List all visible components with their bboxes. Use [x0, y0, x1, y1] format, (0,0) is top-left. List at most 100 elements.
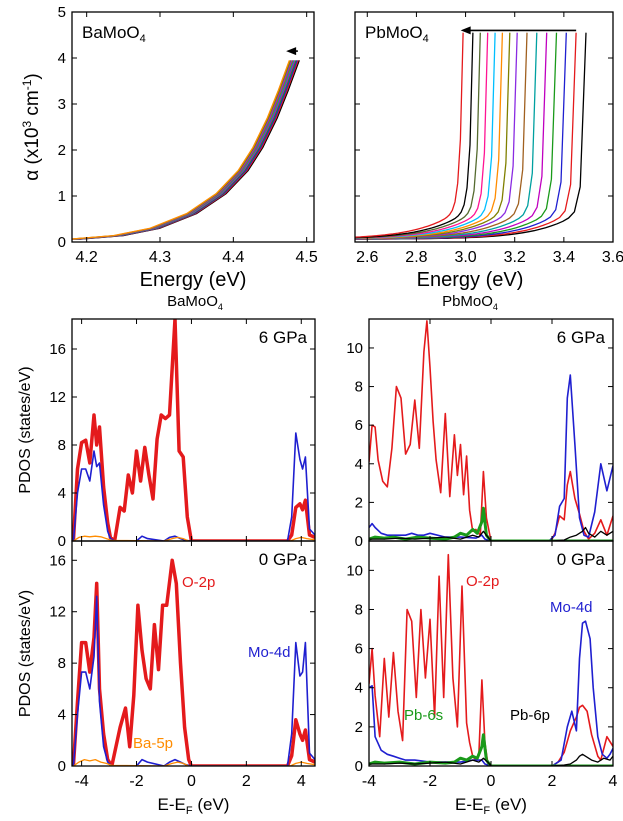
x-tick-ba-abs-label: 4.4: [222, 249, 244, 266]
y-tick-pb-0gpa-label: 6: [355, 641, 363, 658]
y-tick-ba-6gpa-label: 4: [58, 485, 66, 502]
absorption-curve-pb: [355, 32, 504, 240]
absorption-curve-pb: [355, 32, 464, 238]
x-tick-pb-abs-label: 2.6: [356, 249, 378, 266]
pdos-mo-4d-curve: [72, 432, 315, 541]
x-tick-ba-0gpa-label: 0: [187, 773, 196, 790]
y-tick-pb-0gpa-label: 10: [346, 562, 363, 579]
absorption-curve-ba: [77, 60, 298, 240]
y-tick-ba-abs-label: 0: [58, 234, 66, 251]
pdos-mo-4d-curve: [369, 620, 613, 766]
absorption-curve-pb: [355, 32, 548, 240]
absorption-curve-ba: [72, 60, 291, 240]
y-tick-ba-abs-label: 3: [58, 96, 66, 113]
pdos-o-2p-curve: [369, 320, 613, 541]
absorption-curve-pb: [355, 32, 538, 240]
title-pb-pdos: PbMoO4: [442, 293, 498, 312]
x-tick-ba-abs-label: 4.3: [149, 249, 171, 266]
title-ba-pdos: BaMoO4: [167, 293, 223, 312]
pressure-label-ba-6gpa: 6 GPa: [259, 328, 308, 347]
absorption-curve-ba: [75, 60, 297, 240]
plot-frame-pb-6gpa: [368, 318, 614, 542]
y-tick-pb-0gpa-label: 2: [355, 719, 363, 736]
y-axis-label-absorption: α (x103 cm-1): [20, 73, 43, 181]
x-tick-pb-0gpa-label: 2: [548, 773, 557, 790]
x-tick-ba-0gpa-label: 2: [242, 773, 251, 790]
y-tick-pb-6gpa-label: 10: [346, 340, 363, 357]
pressure-label-ba-0gpa: 0 GPa: [259, 550, 308, 569]
absorption-curve-pb: [355, 32, 474, 239]
pdos-pb-6p-curve: [369, 526, 613, 541]
x-tick-ba-abs-label: 4.2: [76, 249, 98, 266]
absorption-curve-pb: [355, 32, 496, 239]
y-tick-pb-0gpa-label: 8: [355, 601, 363, 618]
y-tick-pb-6gpa-label: 6: [355, 417, 363, 434]
x-tick-pb-abs-label: 3.2: [504, 249, 526, 266]
x-axis-label-ba-abs: Energy (eV): [140, 269, 247, 291]
x-tick-pb-0gpa-label: 0: [487, 773, 496, 790]
y-tick-ba-0gpa-label: 12: [49, 604, 66, 621]
pdos-mo-4d-curve: [369, 374, 613, 541]
pdos-ba-5p-curve: [73, 535, 315, 541]
annotation-pb-6s: Pb-6s: [404, 707, 443, 724]
pdos-pb-6p-curve: [369, 753, 613, 766]
annotation-mo-4d: Mo-4d: [248, 644, 291, 661]
annotation-pb-6p: Pb-6p: [510, 707, 550, 724]
x-tick-pb-0gpa-label: 4: [609, 773, 618, 790]
x-tick-pb-abs-label: 3.4: [553, 249, 575, 266]
y-tick-pb-6gpa-label: 0: [355, 533, 363, 550]
y-tick-ba-6gpa-label: 0: [58, 533, 66, 550]
plot-frame-pb-absorption: [354, 11, 614, 243]
shift-arrow-ba-head: [286, 47, 297, 56]
y-tick-ba-0gpa-label: 8: [58, 655, 66, 672]
annotation-o-2p: O-2p: [182, 574, 215, 591]
x-tick-ba-0gpa-label: -2: [129, 773, 143, 790]
x-axis-label-ba-0gpa: E-EF (eV): [158, 795, 230, 817]
y-tick-ba-0gpa-label: 0: [58, 758, 66, 775]
pdos-o-2p-curve: [369, 553, 613, 766]
y-tick-pb-6gpa-label: 8: [355, 379, 363, 396]
y-tick-ba-abs-label: 2: [58, 142, 66, 159]
y-tick-pb-6gpa-label: 4: [355, 456, 363, 473]
x-tick-ba-0gpa-label: -4: [74, 773, 88, 790]
annotation-ba-5p: Ba-5p: [133, 735, 173, 752]
absorption-curve-pb: [355, 32, 489, 239]
y-tick-ba-abs-label: 5: [58, 4, 66, 21]
x-axis-label-pb-abs: Energy (eV): [417, 269, 524, 291]
annotation-o-2p: O-2p: [466, 573, 499, 590]
y-axis-label-ba-6gpa: PDOS (states/eV): [17, 366, 34, 493]
x-tick-ba-0gpa-label: 4: [297, 773, 306, 790]
x-tick-pb-0gpa-label: -2: [423, 773, 437, 790]
y-tick-ba-0gpa-label: 4: [58, 707, 66, 724]
y-tick-ba-6gpa-label: 12: [49, 389, 66, 406]
y-tick-ba-6gpa-label: 16: [49, 341, 66, 358]
y-tick-ba-6gpa-label: 8: [58, 437, 66, 454]
plot-frame-ba-6gpa: [71, 318, 316, 542]
y-tick-pb-6gpa-label: 2: [355, 494, 363, 511]
x-tick-pb-abs-label: 3.6: [602, 249, 623, 266]
x-tick-ba-abs-label: 4.5: [296, 249, 318, 266]
pdos-ba-5p-curve: [73, 758, 315, 766]
panel-label-ba-absorption: BaMoO4: [82, 23, 146, 45]
y-tick-pb-0gpa-label: 4: [355, 680, 363, 697]
plot-frame-ba-absorption: [71, 11, 315, 243]
y-tick-ba-0gpa-label: 16: [49, 552, 66, 569]
plot-frame-ba-0gpa: [71, 540, 316, 767]
shift-arrow-pb-head: [460, 26, 471, 35]
y-tick-ba-abs-label: 4: [58, 50, 66, 67]
annotation-mo-4d: Mo-4d: [550, 599, 593, 616]
y-tick-pb-0gpa-label: 0: [355, 758, 363, 775]
absorption-curve-pb: [355, 32, 481, 239]
x-tick-pb-0gpa-label: -4: [362, 773, 376, 790]
panel-label-pb-absorption: PbMoO4: [365, 23, 429, 45]
pressure-label-pb-0gpa: 0 GPa: [557, 550, 606, 569]
x-axis-label-pb-0gpa: E-EF (eV): [455, 795, 527, 817]
pressure-label-pb-6gpa: 6 GPa: [557, 328, 606, 347]
pdos-o-2p-curve: [72, 558, 315, 766]
y-tick-ba-abs-label: 1: [58, 188, 66, 205]
pdos-mo-4d-curve: [72, 595, 315, 766]
pdos-o-2p-curve: [72, 319, 315, 541]
x-tick-pb-abs-label: 2.8: [405, 249, 427, 266]
x-tick-pb-abs-label: 3.0: [454, 249, 476, 266]
